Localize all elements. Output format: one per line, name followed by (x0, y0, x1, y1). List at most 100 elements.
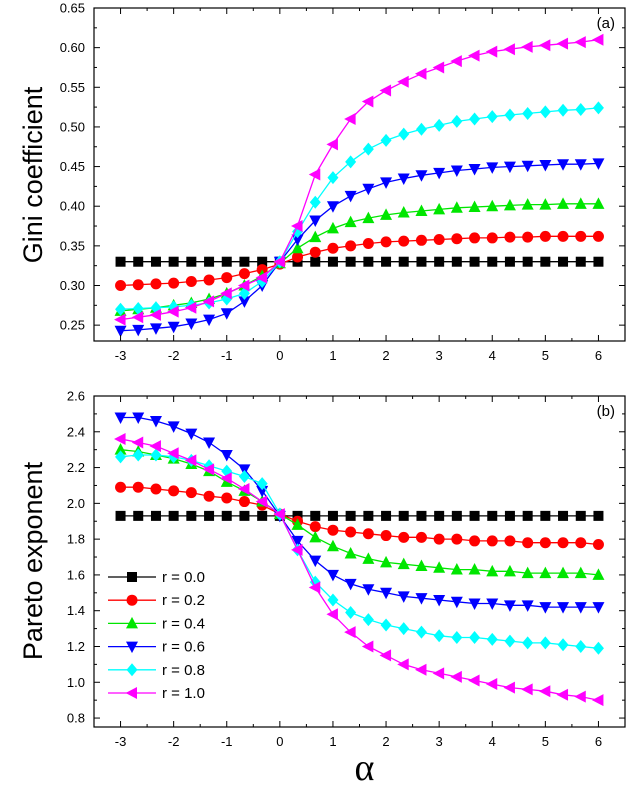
data-point (310, 510, 321, 521)
legend-item: r = 1.0 (108, 685, 205, 702)
data-point (362, 528, 374, 540)
x-tick-label: 0 (276, 348, 283, 363)
data-point (184, 301, 197, 314)
data-point (593, 510, 604, 521)
data-point (379, 649, 392, 662)
data-point (503, 161, 516, 174)
data-point (415, 593, 428, 605)
data-point (433, 561, 446, 573)
data-point (309, 246, 321, 258)
data-point (522, 510, 533, 521)
data-point (451, 256, 462, 267)
data-point (115, 302, 127, 316)
series-line (120, 486, 599, 546)
data-point (168, 256, 179, 267)
data-point (503, 681, 515, 694)
data-point (344, 626, 356, 639)
data-point (132, 301, 144, 315)
data-point (398, 127, 410, 141)
data-point (345, 605, 357, 619)
x-tick-label: 5 (542, 348, 549, 363)
data-point (575, 230, 587, 242)
data-point (150, 510, 161, 521)
data-point (398, 256, 409, 267)
data-point (361, 95, 374, 108)
data-point (433, 167, 446, 180)
data-point (504, 256, 515, 267)
data-point (504, 634, 516, 648)
data-point (327, 256, 338, 267)
data-point (115, 280, 127, 291)
data-point (362, 613, 374, 627)
data-point (485, 45, 498, 58)
data-point (237, 483, 250, 496)
data-point (557, 230, 569, 242)
data-point (115, 481, 127, 493)
data-point (132, 448, 144, 462)
data-point (575, 256, 586, 267)
data-point (433, 533, 445, 545)
data-point (592, 158, 605, 170)
data-point (557, 159, 570, 171)
data-point (539, 105, 551, 119)
data-point (575, 510, 586, 521)
data-point (150, 278, 162, 290)
data-point (327, 242, 339, 254)
data-point (379, 84, 392, 97)
data-point (327, 593, 339, 607)
data-point (415, 234, 427, 246)
series-line (120, 203, 599, 312)
data-point (380, 208, 393, 220)
data-point (539, 602, 552, 614)
data-point (203, 274, 215, 286)
data-point (451, 233, 463, 245)
data-point (540, 256, 551, 267)
data-point (363, 510, 374, 521)
data-point (557, 638, 569, 652)
data-point (168, 510, 179, 521)
data-point (416, 256, 427, 267)
data-point (204, 510, 215, 521)
data-point (469, 112, 481, 126)
legend-marker (126, 594, 138, 606)
legend-item: r = 0.6 (108, 639, 205, 656)
data-point (574, 602, 587, 614)
y-tick-label: 2.6 (67, 389, 85, 404)
data-point (486, 535, 498, 547)
data-point (221, 256, 232, 267)
data-point (257, 510, 268, 521)
legend-label: r = 0.0 (162, 569, 205, 586)
legend-item: r = 0.8 (108, 662, 205, 679)
data-point (504, 231, 516, 243)
data-point (344, 113, 356, 125)
data-point (309, 195, 321, 209)
data-point (521, 160, 534, 173)
data-point (486, 199, 499, 212)
data-point (381, 256, 392, 267)
data-point (521, 566, 534, 579)
data-point (273, 508, 285, 521)
y-tick-label: 2.0 (67, 496, 85, 511)
x-tick-label: -1 (221, 348, 233, 363)
data-point (221, 492, 233, 504)
data-point (291, 535, 304, 548)
data-point (221, 510, 232, 521)
data-point (131, 311, 144, 324)
x-tick-label: 4 (489, 348, 496, 363)
panel-b: -3 -2 -1 0 1 2 3 4 5 6 0.8 1.0 1.2 1.4 1.6 1.8 2.0 2.2 2.4… (18, 389, 626, 789)
data-point (592, 197, 605, 209)
y-tick-label: 0.55 (60, 80, 85, 95)
data-point (556, 688, 569, 701)
data-point (450, 670, 462, 683)
data-point (380, 236, 392, 248)
y-axis-label: Gini coefficient (18, 86, 48, 263)
data-point (292, 251, 304, 263)
data-point (150, 483, 162, 495)
data-point (468, 563, 481, 575)
x-tick-label: -3 (115, 734, 127, 749)
data-point (592, 101, 604, 115)
y-tick-label: 2.2 (67, 460, 85, 475)
data-point (114, 313, 126, 326)
data-point (487, 510, 498, 521)
y-tick-label: 2.4 (67, 424, 85, 439)
